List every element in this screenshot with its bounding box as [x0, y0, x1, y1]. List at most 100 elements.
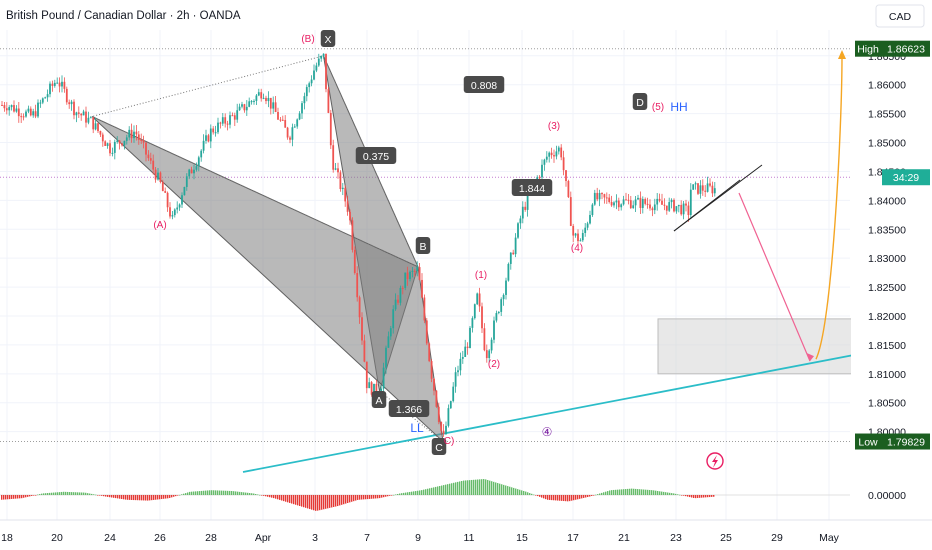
oscillator-bar — [661, 491, 663, 495]
oscillator-bar — [109, 495, 111, 498]
candle-body — [245, 106, 248, 111]
support-trendline[interactable] — [242, 349, 881, 473]
oscillator-bar — [257, 494, 259, 496]
candle-body — [706, 183, 709, 192]
candle-body — [224, 117, 227, 124]
oscillator-bar — [199, 491, 201, 495]
x-tick-label: Apr — [255, 532, 272, 544]
forecast-up-arrow[interactable] — [815, 56, 843, 360]
candle-body — [689, 189, 692, 216]
candle-body — [85, 111, 87, 123]
candle-body — [49, 83, 51, 95]
candle-body — [97, 123, 99, 132]
candle-body — [421, 279, 423, 298]
oscillator-bar — [61, 491, 63, 495]
candle-body — [37, 102, 39, 117]
oscillator-bar — [101, 495, 103, 496]
candle-body — [308, 83, 311, 88]
oscillator-bar — [215, 490, 217, 495]
currency-button-frame[interactable] — [875, 4, 925, 28]
oscillator-bar — [637, 489, 639, 495]
candle-body — [10, 105, 13, 108]
oscillator-bar — [329, 495, 331, 508]
candle-body — [118, 140, 121, 144]
oscillator-bar — [125, 495, 127, 500]
candle-body — [56, 82, 59, 84]
forecast-down-arrow[interactable] — [738, 192, 811, 362]
oscillator-bar — [105, 495, 107, 497]
chart-title: British Pound / Canadian Dollar · 2h · O… — [6, 10, 241, 22]
oscillator-bar — [483, 479, 485, 495]
oscillator-bar — [425, 489, 427, 495]
oscillator-bar — [15, 495, 17, 499]
oscillator-bar — [515, 488, 517, 495]
oscillator-bar — [407, 492, 409, 495]
target-zone[interactable] — [657, 318, 881, 375]
candle-body — [430, 361, 433, 379]
oscillator-bar — [169, 495, 171, 498]
ratio-label-bd: 1.844 — [519, 183, 545, 195]
candle-body — [241, 104, 243, 107]
candle-body — [661, 200, 663, 205]
oscillator-bar — [453, 482, 455, 495]
oscillator-bar — [499, 483, 501, 495]
oscillator-bar — [593, 495, 595, 496]
oscillator-bar — [427, 488, 429, 495]
oscillator-bar — [569, 495, 571, 502]
candle-body — [682, 203, 685, 215]
oscillator-bar — [473, 479, 475, 495]
pattern-bcd[interactable] — [91, 116, 444, 443]
x-tick-label: 25 — [720, 532, 732, 544]
oscillator-bar — [471, 479, 473, 495]
oscillator-bar — [445, 484, 447, 495]
candle-body — [75, 112, 78, 116]
oscillator-bar — [449, 483, 451, 495]
candle-body — [713, 188, 716, 194]
forecast-up-arrowhead — [838, 50, 846, 60]
candle-body — [538, 177, 541, 179]
axis-layer[interactable]: 1.800001.805001.810001.815001.820001.825… — [0, 30, 932, 544]
oscillator-bar — [253, 493, 255, 495]
ratio-label-bd-bg — [511, 179, 553, 196]
oscillator-bar — [353, 495, 355, 502]
candle-body — [639, 197, 642, 208]
high-price-tag-value-bg — [882, 40, 930, 57]
oscillator-bar — [207, 490, 209, 495]
candle-body — [157, 172, 159, 180]
y-tick-label: 1.83000 — [868, 253, 906, 265]
oscillator-bar — [181, 494, 183, 495]
candle-body — [298, 113, 301, 120]
candle-body — [610, 201, 613, 206]
oscillator-bar — [149, 495, 151, 501]
oscillator-bar — [603, 492, 605, 495]
candle-body — [596, 192, 599, 200]
candle-body — [673, 199, 675, 212]
candle-body — [269, 97, 272, 109]
candle-body — [109, 143, 111, 154]
ratio-label-xd-bg — [463, 76, 505, 93]
candle-body — [512, 252, 515, 255]
triangle-lower-line[interactable] — [673, 179, 741, 232]
currency-button[interactable]: CAD — [889, 11, 912, 23]
candle-body — [644, 199, 647, 204]
candle-body — [135, 131, 138, 135]
candle-body — [495, 313, 498, 321]
candle-body — [709, 183, 711, 186]
candle-body — [593, 192, 596, 205]
candle-body — [670, 199, 673, 203]
oscillator-bar — [435, 486, 437, 495]
oscillator-bar — [365, 495, 367, 500]
candle-body — [329, 112, 332, 146]
oscillator-bar — [613, 489, 615, 495]
oscillator-bar — [349, 495, 351, 503]
candle-body — [178, 204, 181, 208]
candle-body — [337, 168, 339, 173]
oscillator-bar — [405, 492, 407, 495]
oscillator-bar — [41, 493, 43, 495]
oscillator-bar — [21, 495, 23, 499]
oscillator-bar — [147, 495, 149, 501]
oscillator-bar — [63, 491, 65, 495]
oscillator-bar — [233, 491, 235, 495]
candle-body — [637, 197, 639, 200]
